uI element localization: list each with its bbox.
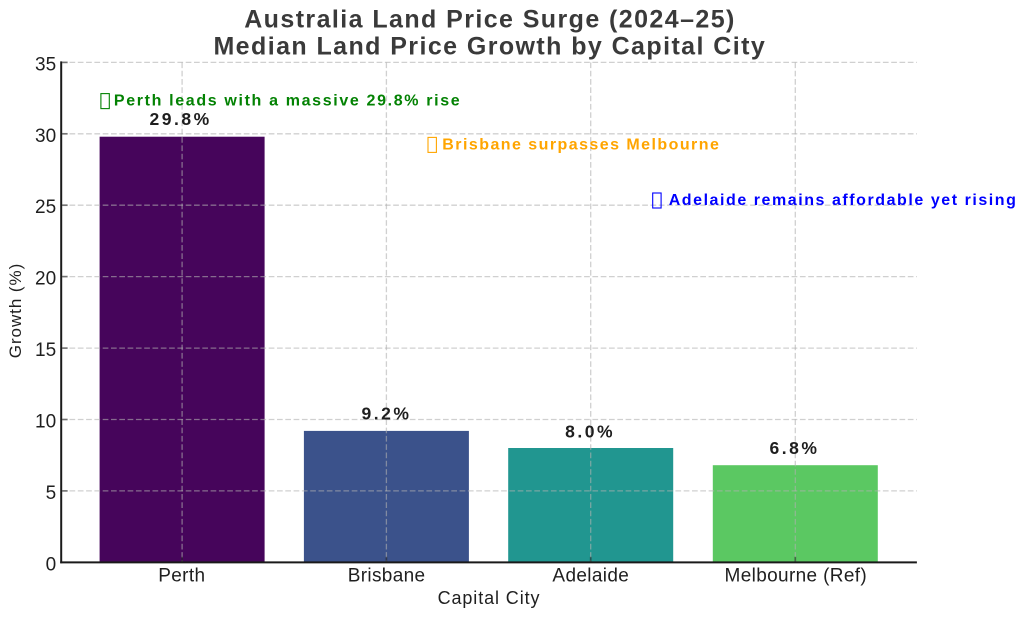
- svg-text:30: 30: [35, 126, 56, 147]
- svg-text:Perth leads with a massive 29.: Perth leads with a massive 29.8% rise: [114, 93, 461, 110]
- svg-text:Brisbane: Brisbane: [348, 565, 426, 586]
- svg-text:Median Land Price Growth by Ca: Median Land Price Growth by Capital City: [213, 32, 766, 60]
- svg-text:20: 20: [35, 269, 56, 290]
- svg-text:35: 35: [35, 54, 56, 75]
- svg-text:Capital City: Capital City: [438, 588, 541, 608]
- svg-text:15: 15: [35, 340, 56, 361]
- svg-text:8.0%: 8.0%: [565, 421, 615, 441]
- svg-text:Melbourne (Ref): Melbourne (Ref): [725, 565, 868, 586]
- svg-text:29.8%: 29.8%: [150, 109, 212, 129]
- svg-text:Brisbane surpasses Melbourne: Brisbane surpasses Melbourne: [442, 136, 720, 153]
- svg-text:25: 25: [35, 197, 56, 218]
- svg-text:Adelaide remains affordable ye: Adelaide remains affordable yet rising: [669, 192, 1018, 209]
- svg-text:Growth (%): Growth (%): [6, 263, 25, 358]
- svg-text:6.8%: 6.8%: [770, 438, 820, 458]
- svg-text:Adelaide: Adelaide: [552, 565, 629, 586]
- svg-text:Perth: Perth: [158, 565, 205, 586]
- svg-text:9.2%: 9.2%: [362, 404, 412, 424]
- svg-text:10: 10: [35, 412, 56, 433]
- svg-text:Australia Land Price Surge (20: Australia Land Price Surge (2024–25): [244, 6, 736, 34]
- svg-text:5: 5: [46, 483, 57, 504]
- svg-text:0: 0: [46, 554, 57, 575]
